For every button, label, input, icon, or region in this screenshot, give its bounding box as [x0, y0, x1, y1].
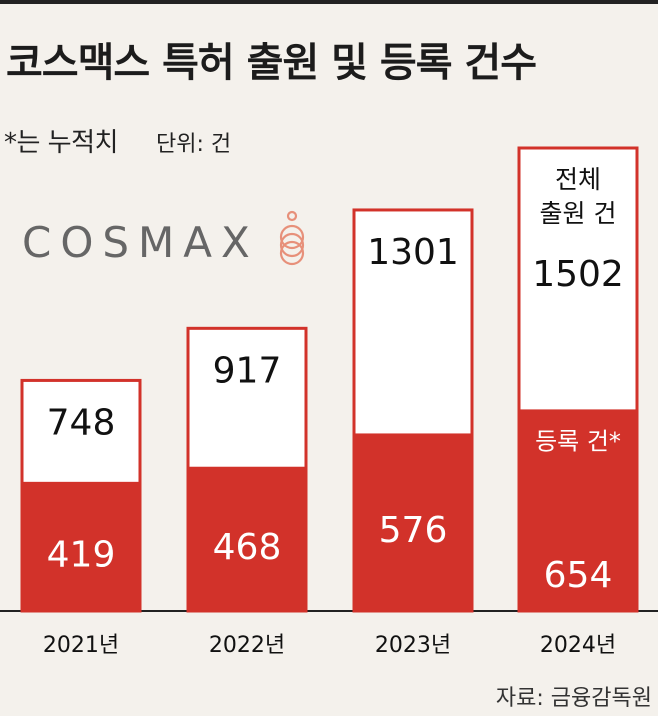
label-registered-2: 468	[213, 527, 282, 568]
category-label-2: 2022년	[209, 633, 285, 658]
cumulative-note: *는 누적치	[4, 128, 118, 158]
bar-registered-1	[22, 481, 140, 611]
category-label-3: 2023년	[375, 633, 451, 658]
label-total-4: 1502	[532, 254, 624, 295]
category-label-4: 2024년	[540, 633, 616, 658]
label-registered-1: 419	[47, 534, 116, 575]
bar-registered-2	[188, 466, 306, 611]
unit-label: 단위: 건	[156, 132, 232, 157]
top-rule	[0, 0, 658, 4]
label-total-1: 748	[47, 402, 116, 443]
cosmax-logo-text: COSMAX	[22, 218, 259, 267]
label-total-3: 1301	[367, 232, 459, 273]
chart-title: 코스맥스 특허 출원 및 등록 건수	[6, 40, 537, 86]
bar-registered-3	[354, 433, 472, 611]
label-total-2: 917	[213, 350, 282, 391]
bar-registered-4	[519, 409, 637, 611]
legend-registered: 등록 건*	[535, 427, 621, 455]
cosmax-logo-icon	[279, 210, 305, 266]
source-note: 자료: 금융감독원	[495, 686, 652, 711]
label-registered-4: 654	[544, 555, 613, 596]
legend-total-line1: 전체	[555, 165, 601, 194]
category-label-1: 2021년	[43, 633, 119, 658]
label-registered-3: 576	[379, 510, 448, 551]
legend-total-line2: 출원 건	[540, 199, 617, 228]
